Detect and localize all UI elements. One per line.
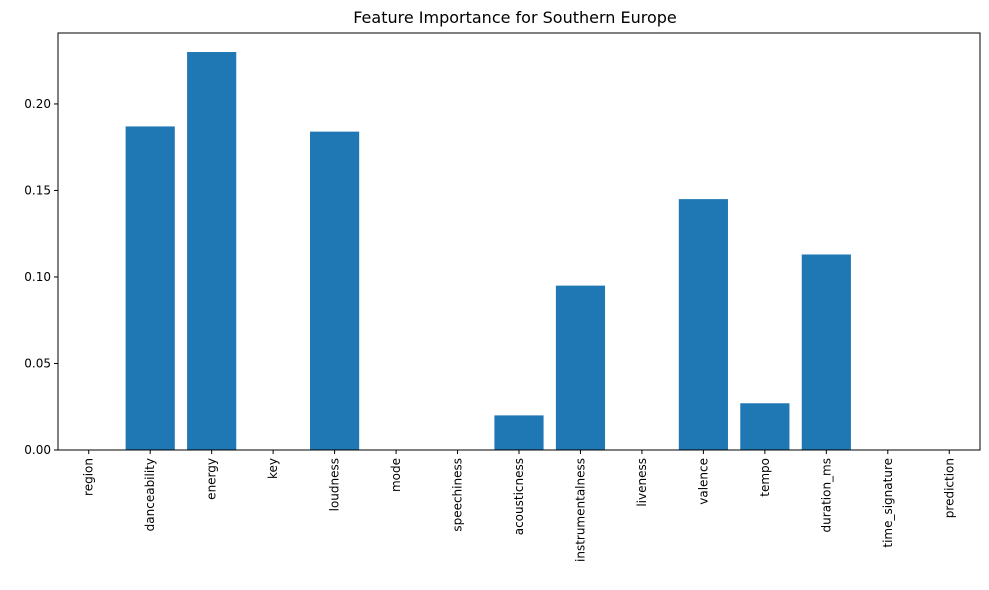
bar-duration_ms: [801, 254, 851, 450]
bar-danceability: [125, 126, 175, 450]
bar-valence: [678, 199, 728, 450]
bar-tempo: [740, 403, 790, 450]
x-tick-label: loudness: [328, 458, 342, 511]
x-tick-label: acousticness: [512, 458, 526, 535]
plot-frame: [57, 32, 981, 451]
y-tick-label: 0.15: [24, 183, 51, 197]
x-tick-label: region: [82, 458, 96, 496]
y-tick-label: 0.00: [24, 443, 51, 457]
bar-energy: [187, 52, 237, 450]
y-tick-label: 0.10: [24, 270, 51, 284]
x-tick-label: danceability: [143, 458, 157, 531]
y-tick-label: 0.05: [24, 356, 51, 370]
x-tick-label: liveness: [635, 458, 649, 507]
x-tick-label: duration_ms: [819, 458, 833, 532]
bar-loudness: [310, 131, 360, 450]
bar-instrumentalness: [555, 285, 606, 450]
chart-title: Feature Importance for Southern Europe: [353, 8, 677, 27]
x-tick-label: tempo: [758, 458, 772, 497]
x-tick-label: valence: [696, 458, 710, 505]
x-axis: region danceability energy key loudness mode s…: [82, 450, 956, 562]
x-tick-label: time_signature: [881, 458, 895, 548]
bar-acousticness: [494, 415, 544, 450]
bars-group: [125, 52, 851, 450]
x-tick-label: prediction: [942, 458, 956, 518]
x-tick-label: key: [266, 458, 280, 479]
x-tick-label: energy: [205, 458, 219, 500]
x-tick-label: instrumentalness: [573, 458, 587, 562]
y-tick-label: 0.20: [24, 97, 51, 111]
y-axis: 0.00 0.05 0.10 0.15 0.20: [24, 97, 58, 457]
x-tick-label: mode: [389, 458, 403, 492]
x-tick-label: speechiness: [451, 458, 465, 532]
